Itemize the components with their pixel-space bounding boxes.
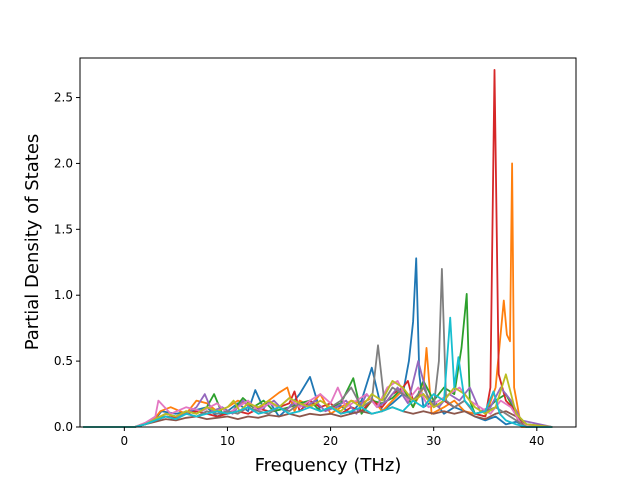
y-tick-label: 0.0 xyxy=(54,420,73,434)
series-line-9 xyxy=(83,373,553,428)
plot-frame xyxy=(79,57,577,428)
series-line-2 xyxy=(83,162,553,428)
x-axis-label: Frequency (THz) xyxy=(255,455,402,476)
x-tick-label: 20 xyxy=(323,434,338,448)
y-tick-label: 1.5 xyxy=(54,222,73,236)
x-tick-label: 40 xyxy=(529,434,544,448)
series-lines xyxy=(83,69,553,428)
series-line-4 xyxy=(83,69,553,428)
y-tick-label: 2.5 xyxy=(54,91,73,105)
x-tick-label: 0 xyxy=(121,434,129,448)
axis-ticks: 0 10 20 30 40 0.0 0.5 1.0 1.5 2.0 2.5 xyxy=(54,91,545,448)
y-tick-label: 0.5 xyxy=(54,354,73,368)
series-line-10 xyxy=(83,316,553,428)
y-tick-label: 2.0 xyxy=(54,156,73,170)
series-line-6 xyxy=(83,406,553,428)
x-tick-label: 30 xyxy=(426,434,441,448)
y-tick-label: 1.0 xyxy=(54,288,73,302)
y-axis-label: Partial Density of States xyxy=(22,134,43,351)
x-tick-label: 10 xyxy=(220,434,235,448)
